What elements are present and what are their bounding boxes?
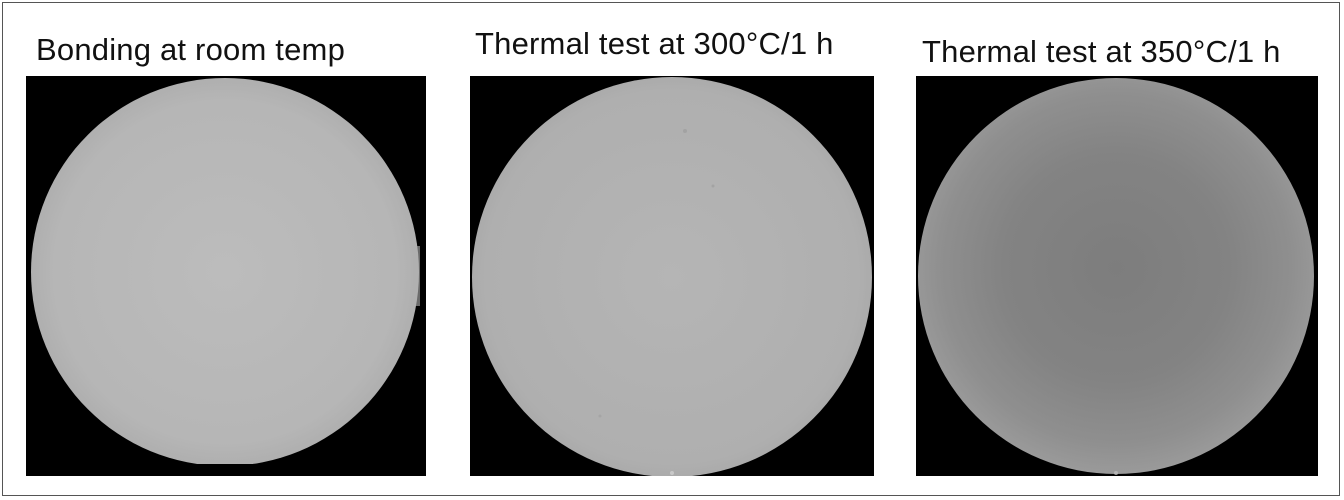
panel-2-wafer-image (470, 76, 874, 476)
panel-1-wafer-image (26, 76, 426, 476)
panel-3-caption: Thermal test at 350°C/1 h (922, 34, 1281, 69)
panel-2-caption: Thermal test at 300°C/1 h (475, 26, 834, 61)
panel-3-wafer-image (916, 76, 1318, 476)
panel-1-caption: Bonding at room temp (36, 32, 346, 67)
